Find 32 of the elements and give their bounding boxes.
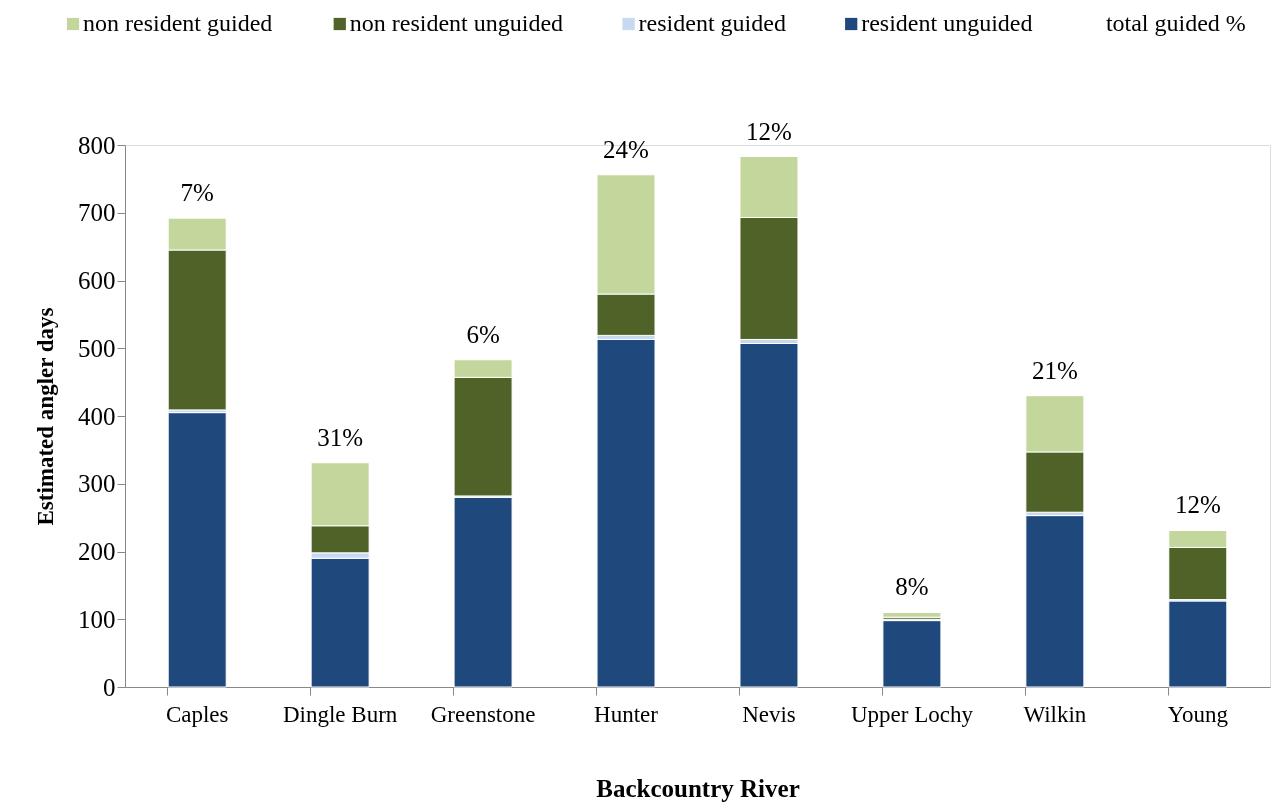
y-tick-label: 700 xyxy=(78,199,116,227)
annotation: 12% xyxy=(746,117,792,145)
y-tick-label: 800 xyxy=(78,131,116,159)
legend-label: resident guided xyxy=(638,10,786,36)
x-tick-label: Nevis xyxy=(742,701,796,727)
y-tick-label: 200 xyxy=(78,538,116,565)
annotation: 24% xyxy=(603,135,649,163)
x-tick-label: Hunter xyxy=(594,701,659,727)
x-tick-label: Wilkin xyxy=(1023,701,1087,727)
annotation: 7% xyxy=(180,179,214,207)
y-tick-label: 100 xyxy=(78,605,116,633)
text: total guided % xyxy=(1105,10,1246,36)
annotation: 31% xyxy=(317,423,364,451)
x-tick-label: Greenstone xyxy=(430,701,536,727)
x-tick-label: Caples xyxy=(165,701,229,727)
annotation: 6% xyxy=(466,320,500,348)
legend-label: non resident unguided xyxy=(349,10,564,36)
x-tick-label: Young xyxy=(1167,701,1229,727)
x-tick-label: Dingle Burn xyxy=(282,701,398,727)
annotation: 12% xyxy=(1174,491,1221,519)
y-axis-title: Estimated angler days xyxy=(33,307,58,526)
y-tick-label: 300 xyxy=(78,470,116,498)
annotation: 21% xyxy=(1031,356,1078,384)
annotation: 8% xyxy=(895,573,929,601)
x-axis-title: Backcountry River xyxy=(596,774,800,802)
y-tick-label: 400 xyxy=(78,402,116,430)
legend-label: non resident guided xyxy=(83,10,273,36)
y-tick-label: 600 xyxy=(78,267,116,294)
y-tick-label: 500 xyxy=(78,334,116,362)
x-tick-label: Upper Lochy xyxy=(850,701,974,727)
legend-label: resident unguided xyxy=(861,10,1033,36)
y-tick-label: 0 xyxy=(103,673,116,701)
